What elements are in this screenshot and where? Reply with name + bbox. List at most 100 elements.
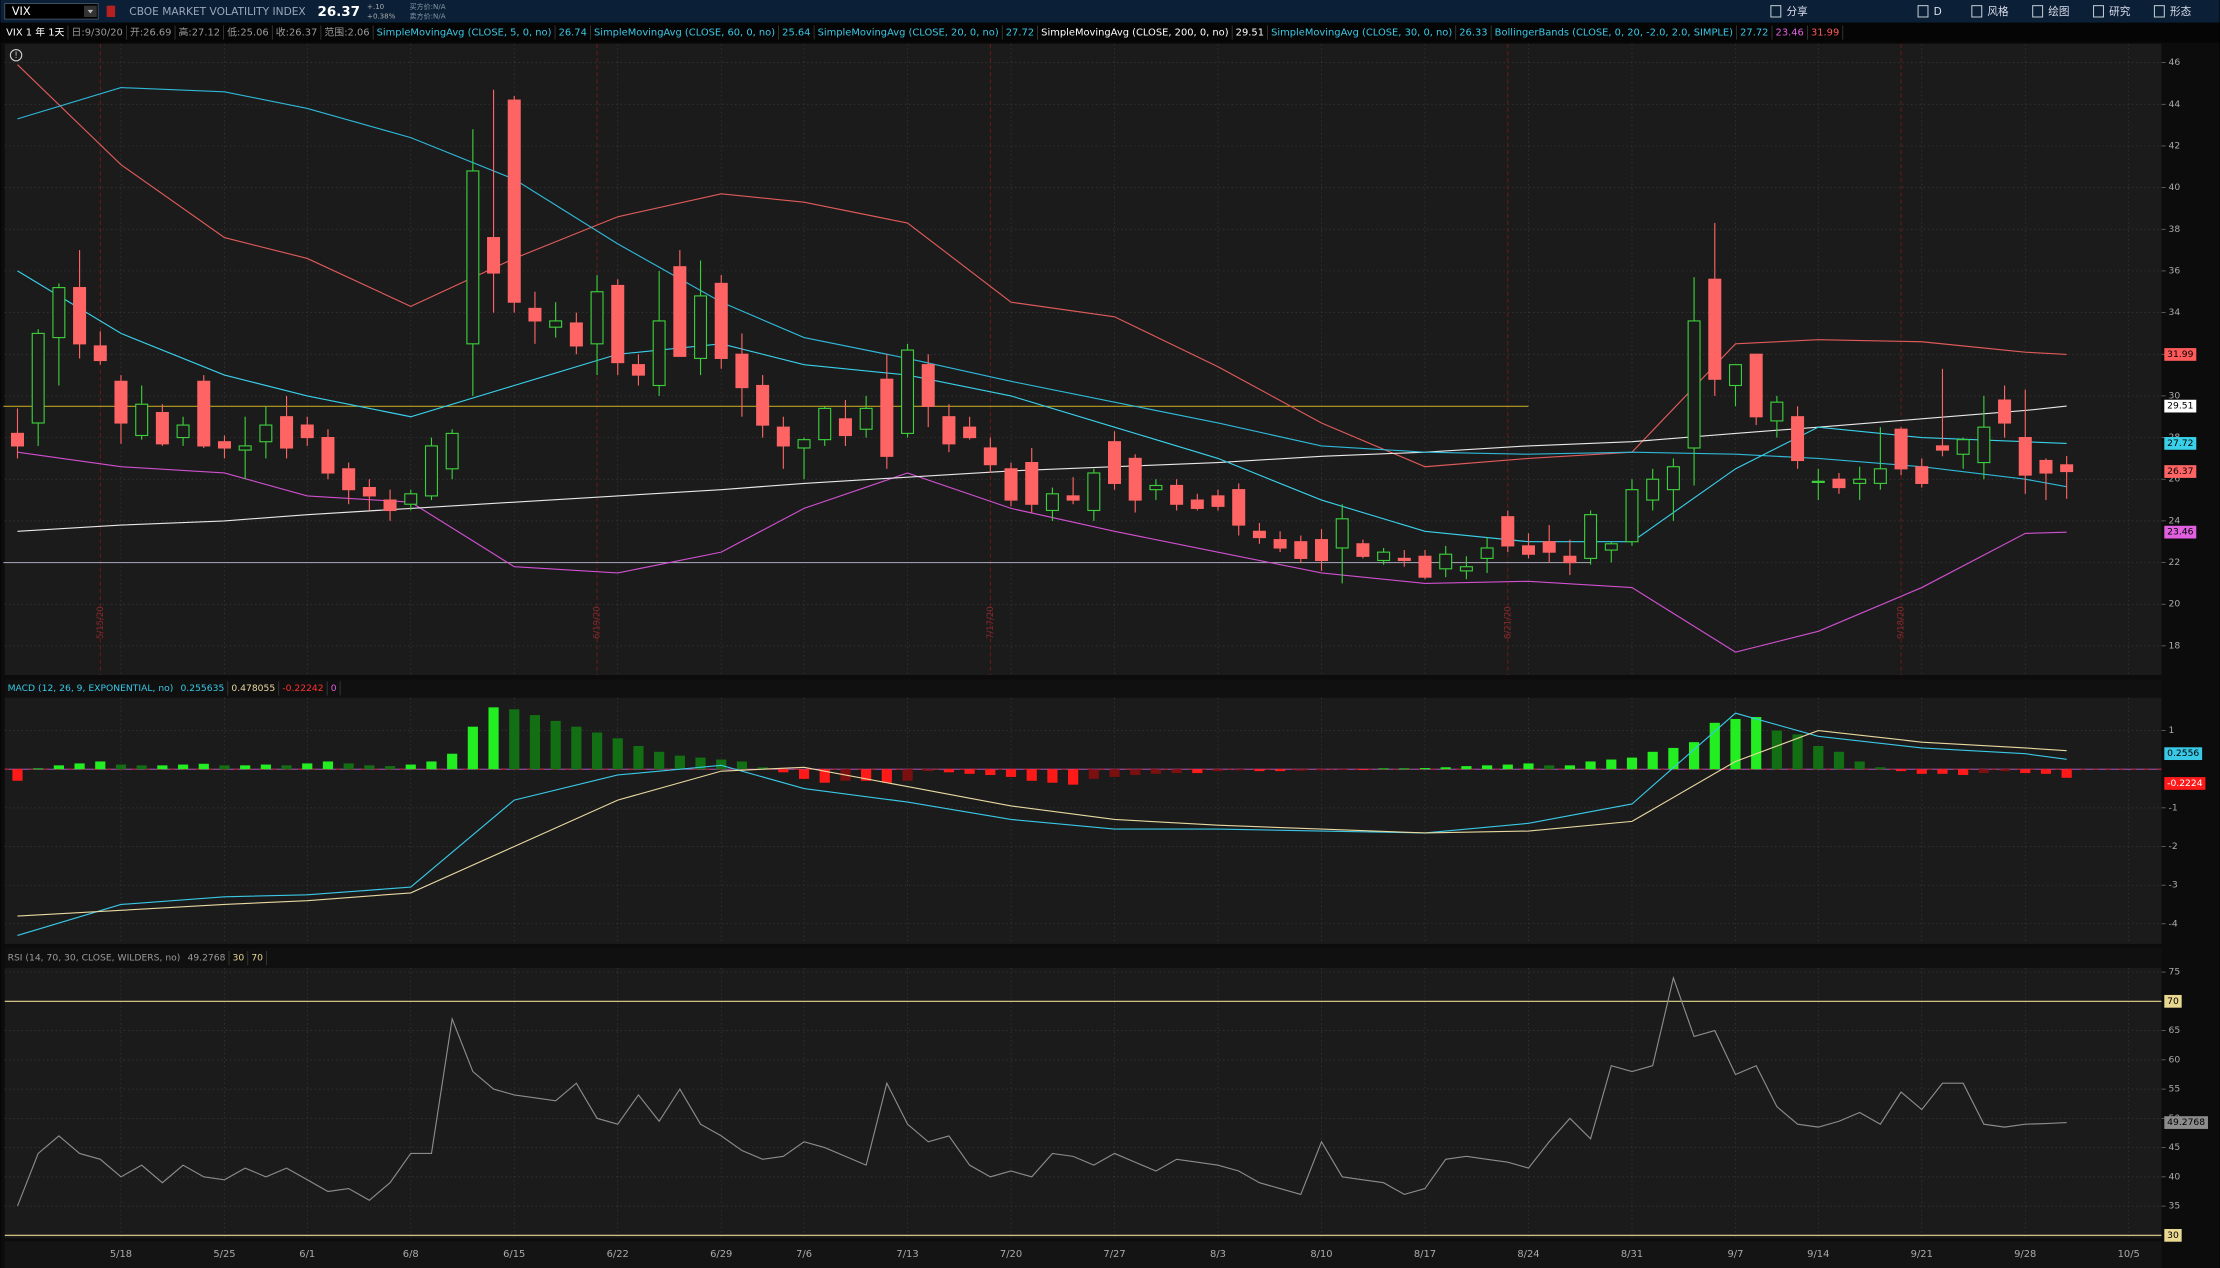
macd-histogram-bar — [1295, 769, 1306, 771]
toolbar-button[interactable]: 风格 — [1987, 5, 2009, 18]
candle-body — [1439, 553, 1453, 570]
expiration-label: 8/21/20 — [1503, 606, 1513, 639]
y-tick-label: 44 — [2169, 99, 2181, 110]
price-change: +.10 — [367, 2, 385, 11]
candle-body — [569, 322, 583, 347]
candle-body — [1625, 489, 1639, 543]
macd-histogram-bar — [571, 726, 582, 770]
candle-body — [1128, 457, 1142, 501]
toolbar-button-icon[interactable] — [1971, 5, 1983, 18]
candle-body — [300, 424, 314, 439]
candle-body — [1666, 466, 1680, 491]
candle-body — [507, 99, 521, 303]
y-tick-label: 38 — [2169, 224, 2181, 235]
toolbar-button-icon[interactable] — [2153, 5, 2165, 18]
y-tick-label: 40 — [2169, 182, 2181, 193]
toolbar-button[interactable]: D — [1934, 5, 1942, 18]
header-item: 0 — [331, 683, 337, 694]
toolbar-button[interactable]: 研究 — [2109, 5, 2131, 18]
macd-histogram-bar — [591, 732, 603, 770]
candle-body — [1377, 551, 1391, 562]
y-tick-label: 26 — [2169, 474, 2181, 485]
candle-body — [611, 284, 625, 364]
candle-body — [424, 445, 438, 497]
value-badge-bg — [2164, 525, 2197, 539]
macd-histogram-bar — [1937, 769, 1948, 774]
y-tick-label: 55 — [2169, 1084, 2181, 1095]
macd-histogram-bar — [1088, 769, 1099, 779]
macd-histogram-bar — [1606, 759, 1617, 770]
macd-histogram-bar — [1378, 768, 1389, 770]
candle-body — [217, 441, 231, 449]
chart-layer: VIX 1 年 1天 日:9/30/20 开:26.69 高:27.12 低:25.06… — [3, 25, 2208, 1260]
candle-body — [31, 332, 45, 424]
info-icon[interactable] — [9, 48, 23, 62]
candle-body — [93, 345, 107, 362]
value-badge: -0.2224 — [2167, 778, 2203, 789]
macd-histogram-bar — [1544, 765, 1555, 770]
candle-body — [404, 493, 418, 505]
x-tick-label: 10/5 — [2118, 1249, 2140, 1260]
toolbar-button-icon[interactable] — [2093, 5, 2104, 18]
macd-histogram-bar — [612, 738, 623, 770]
x-tick-label: 8/3 — [1210, 1249, 1226, 1260]
header-item: VIX 1 年 1天 — [6, 26, 64, 39]
candle-body — [1542, 541, 1556, 553]
macd-histogram-bar — [1337, 769, 1348, 771]
candle-body — [176, 424, 190, 439]
toolbar-button-icon[interactable] — [1917, 5, 1929, 18]
macd-histogram-bar — [1419, 768, 1431, 770]
x-tick-label: 5/18 — [110, 1249, 132, 1260]
y-tick-label: 46 — [2169, 57, 2181, 68]
candle-body — [445, 432, 459, 470]
candle-body — [673, 266, 687, 357]
value-badge-bg — [2164, 1228, 2182, 1242]
candle-body — [818, 407, 832, 441]
macd-histogram-bar — [1192, 769, 1203, 774]
value-badge: 0.2556 — [2167, 748, 2199, 759]
toolbar-button[interactable]: 绘图 — [2048, 5, 2069, 18]
y-tick-label: 40 — [2169, 1171, 2181, 1182]
macd-histogram-bar — [1482, 765, 1493, 770]
toolbar-button[interactable]: 形态 — [2170, 5, 2192, 18]
header-item: 日:9/30/20 — [72, 28, 123, 39]
candle-body — [1108, 441, 1122, 484]
x-tick-label: 7/20 — [1000, 1249, 1022, 1260]
macd-histogram-bar — [281, 765, 292, 770]
macd-histogram-bar — [1730, 718, 1741, 770]
macd-histogram-bar — [447, 753, 458, 770]
candle-body — [1956, 439, 1970, 455]
header-item: -0.22242 — [282, 683, 323, 694]
macd-histogram-bar — [1999, 769, 2010, 772]
value-badge-bg — [2164, 465, 2197, 478]
toolbar-button-icon[interactable] — [2032, 5, 2044, 18]
macd-histogram-bar — [985, 769, 996, 775]
toolbar-button-icon[interactable] — [1770, 5, 1782, 18]
y-tick-label: 20 — [2169, 599, 2181, 610]
candle-body — [1397, 557, 1411, 562]
macd-histogram-bar — [74, 763, 85, 770]
candle-body — [1935, 445, 1949, 451]
value-badge: 26.37 — [2167, 466, 2193, 477]
macd-histogram-bar — [1895, 769, 1907, 772]
candle-body — [1749, 353, 1763, 418]
x-axis-strip — [4, 1241, 2162, 1268]
symbol-input[interactable] — [4, 3, 99, 20]
macd-histogram-bar — [1978, 769, 1989, 774]
candle-body — [52, 287, 66, 339]
candle-body — [652, 320, 666, 387]
candle-body — [342, 468, 356, 491]
toolbar-button[interactable]: 分享 — [1786, 5, 1808, 18]
candle-body — [1832, 478, 1846, 489]
candle-body — [1190, 499, 1204, 509]
header-item: 31.99 — [1811, 28, 1839, 39]
macd-histogram-bar — [757, 767, 768, 770]
panel-title: RSI (14, 70, 30, CLOSE, WILDERS, no) — [8, 953, 181, 964]
candle-body — [259, 424, 273, 443]
candle-body — [838, 418, 852, 437]
macd-histogram-bar — [53, 765, 64, 770]
macd-histogram-bar — [1026, 769, 1037, 781]
macd-histogram-bar — [923, 769, 934, 772]
candle-body — [1066, 495, 1080, 501]
